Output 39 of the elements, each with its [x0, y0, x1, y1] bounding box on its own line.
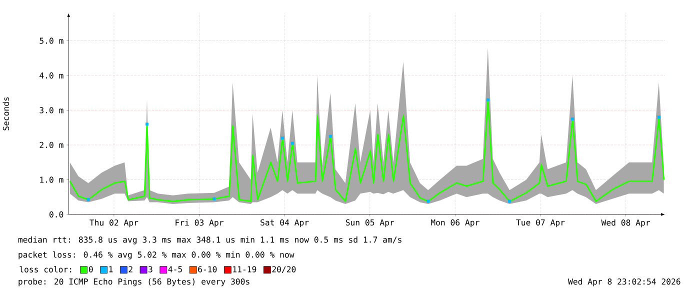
legend-label: 20/20	[272, 266, 296, 273]
text: Wed Apr 8 23:02:54 2026	[568, 278, 680, 286]
y-tick-label: 1.0 m	[40, 176, 64, 183]
legend-label: 0	[88, 266, 93, 272]
y-tick-label: 2.0 m	[40, 142, 64, 148]
legend-label: 11-19	[233, 266, 256, 272]
legend-label: 4-5	[168, 266, 182, 272]
point	[426, 200, 430, 203]
legend-label: 1	[109, 266, 113, 272]
x-tick-label: Sat 04 Apr	[260, 219, 309, 227]
x-tick-label: Thu 02 Apr	[90, 219, 138, 228]
line-series	[69, 99, 665, 202]
legend-label: 2	[128, 266, 132, 272]
y-axis-title: Seconds	[2, 97, 10, 130]
point	[508, 200, 512, 203]
y-tick-label: 5.0 m	[40, 38, 64, 44]
legend-label: 6-10	[198, 266, 217, 272]
point	[570, 117, 574, 120]
text: packet loss: 0.46 % avg 5.02 % max 0.00 % min 0.00 % now	[18, 251, 294, 260]
x-tick-label: Wed 08 Apr	[601, 219, 650, 228]
point	[86, 198, 90, 201]
point	[280, 136, 284, 140]
point	[657, 116, 660, 119]
legend-title: loss color:	[20, 266, 72, 272]
y-tick-label: 4.0 m	[40, 72, 64, 78]
point	[290, 142, 294, 145]
text: probe: 20 ICMP Echo Pings (56 Bytes) every 300s	[18, 278, 250, 286]
y-tick-label: 3.0 m	[40, 107, 64, 114]
point	[212, 197, 216, 200]
x-tick-label: Mon 06 Apr	[430, 219, 480, 227]
legend-label: 3	[148, 266, 152, 272]
point	[146, 122, 148, 126]
point	[486, 98, 490, 102]
x-tick-label: Sun 05 Apr	[346, 219, 394, 227]
x-tick-label: Fri 03 Apr	[176, 219, 224, 228]
x-tick-label: Tue 07 Apr	[516, 219, 565, 227]
y-tick-label: 0.0	[50, 211, 64, 218]
text: median rtt: 835.8 us avg 3.3 ms max 348.1 us min 1.1 ms now 0.5 ms sd 1.7 am/s	[18, 236, 402, 244]
point	[328, 134, 332, 138]
